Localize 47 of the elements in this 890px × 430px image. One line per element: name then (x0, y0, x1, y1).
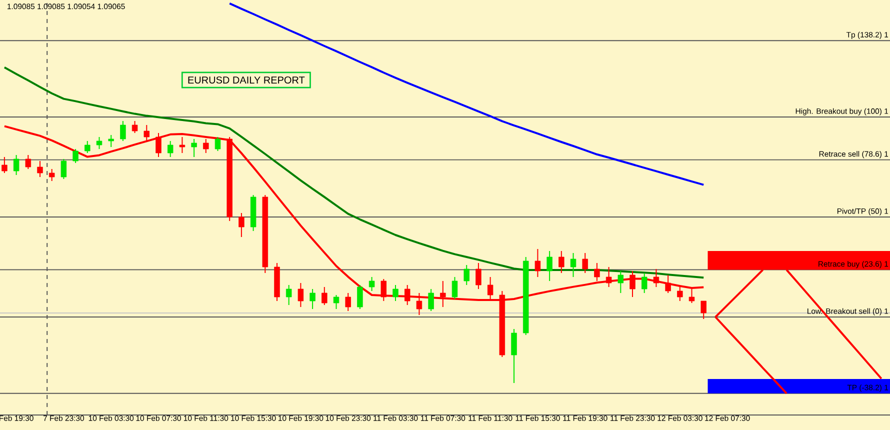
candlestick (156, 132, 162, 158)
candlestick (630, 270, 636, 298)
candlestick (700, 300, 706, 320)
candlestick (511, 328, 517, 384)
candlestick (606, 266, 612, 288)
candlestick (618, 270, 624, 294)
candlestick (452, 276, 458, 300)
candlestick (534, 248, 541, 278)
candlestick (203, 138, 209, 154)
candlestick (665, 274, 671, 294)
candlestick (214, 136, 221, 152)
candlestick (558, 250, 564, 274)
candlestick (13, 154, 20, 176)
candlestick (2, 156, 8, 174)
candlestick (653, 268, 660, 288)
candlestick (428, 288, 434, 312)
candlestick (120, 120, 126, 142)
candlestick (132, 120, 138, 134)
candlestick (594, 262, 600, 282)
candlestick (392, 284, 398, 302)
text: EURUSD DAILY REPORT (188, 76, 305, 84)
candlestick (368, 276, 375, 292)
candlestick (310, 288, 316, 310)
candlestick (464, 264, 470, 286)
candlestick (108, 134, 114, 148)
candlestick (345, 292, 351, 312)
candlestick (476, 262, 482, 290)
candlestick (357, 284, 363, 310)
candlestick (322, 286, 328, 306)
candlestick (298, 282, 304, 308)
candlestick (37, 160, 43, 178)
candlestick (570, 252, 576, 278)
candlestick (238, 212, 244, 238)
candlestick (60, 158, 67, 180)
candlestick (72, 148, 78, 164)
candlestick (191, 138, 197, 158)
candlestick (286, 284, 292, 306)
candlestick (641, 272, 648, 294)
candlestick (167, 140, 174, 158)
candlestick (546, 250, 552, 282)
candlestick (333, 294, 340, 310)
candlestick (48, 168, 55, 182)
candlestick (96, 136, 102, 150)
candlestick (179, 136, 186, 154)
candlestick (25, 154, 32, 170)
candlestick (582, 252, 588, 274)
candlestick (84, 140, 90, 154)
